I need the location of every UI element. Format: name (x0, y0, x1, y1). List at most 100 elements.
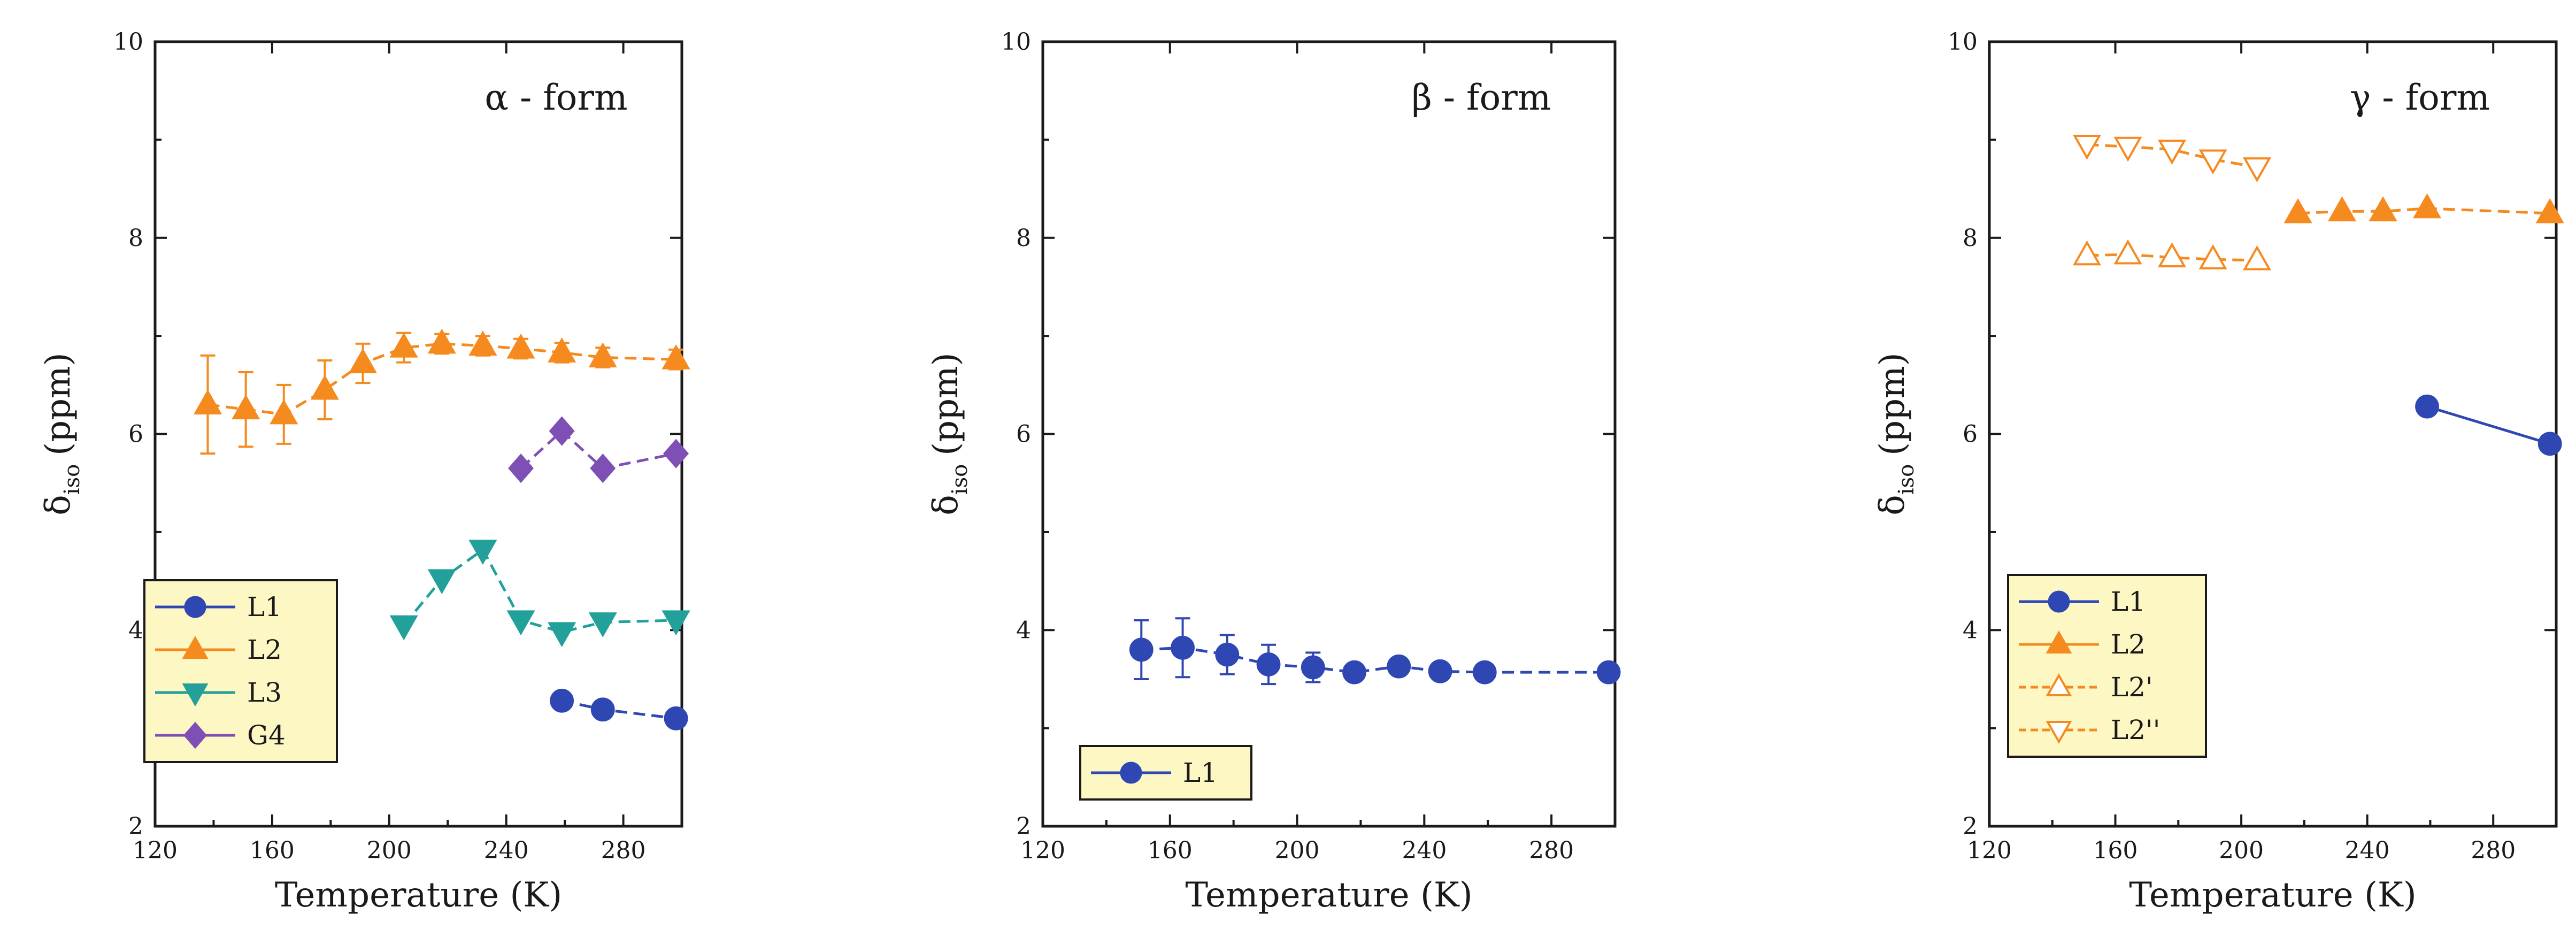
series-L2 (193, 328, 690, 455)
y-tick-label: 10 (113, 28, 143, 56)
data-point (1215, 642, 1240, 667)
legend-label: L2 (2111, 629, 2146, 660)
data-point (1301, 655, 1325, 680)
y-axis-subscript: iso (60, 464, 84, 495)
data-point (2369, 196, 2397, 221)
x-tick-label: 240 (1402, 837, 1447, 864)
data-point (588, 612, 617, 637)
series-line (2298, 207, 2550, 215)
x-tick-label: 200 (2219, 837, 2264, 864)
series-line (562, 699, 676, 720)
data-point (348, 348, 378, 373)
data-point (427, 328, 456, 354)
x-tick-label: 120 (1020, 837, 1065, 864)
legend-label: L1 (2111, 586, 2146, 617)
series-line (2087, 253, 2257, 262)
legend-label: L2' (2111, 672, 2153, 703)
data-point (1596, 660, 1621, 685)
data-point (2198, 149, 2227, 175)
data-point (2158, 242, 2187, 267)
data-point (1129, 637, 1154, 662)
data-point (2535, 198, 2564, 224)
series-L2' (2073, 239, 2272, 271)
data-point (590, 453, 616, 483)
panel-title: α - form (485, 77, 627, 118)
series-line (2087, 143, 2257, 169)
data-point (550, 688, 574, 713)
y-tick-label: 10 (1948, 28, 1978, 56)
data-point (310, 374, 339, 400)
data-point (2113, 239, 2142, 265)
y-tick-label: 4 (1963, 617, 1978, 644)
y-axis-unit: (ppm) (1873, 352, 1912, 456)
x-tick-label: 160 (2093, 837, 2138, 864)
y-axis-symbol: δ (926, 495, 966, 516)
x-tick-label: 280 (2471, 837, 2516, 864)
y-axis-symbol: δ (39, 495, 78, 516)
y-tick-label: 6 (128, 421, 143, 448)
data-point (389, 615, 418, 641)
x-tick-label: 280 (601, 837, 646, 864)
data-point (506, 610, 535, 636)
legend-marker (182, 683, 209, 707)
series-L3 (389, 540, 690, 648)
y-tick-label: 4 (128, 617, 143, 644)
legend-box (143, 579, 338, 763)
data-point (2198, 244, 2227, 270)
y-tick-label: 10 (1001, 28, 1031, 56)
data-point (548, 622, 576, 648)
x-axis-label: Temperature (K) (1185, 875, 1472, 915)
legend-marker (2046, 630, 2072, 653)
series-L1 (2415, 394, 2562, 456)
y-axis-label: δiso (ppm) (926, 352, 972, 516)
series-L2'' (2073, 135, 2272, 182)
data-point (2537, 432, 2562, 456)
x-axis-label: Temperature (K) (275, 875, 562, 915)
y-tick-label: 2 (1963, 813, 1978, 840)
data-point (662, 344, 690, 370)
legend-marker (182, 635, 209, 659)
y-tick-label: 8 (128, 225, 143, 252)
data-point (1342, 660, 1366, 685)
x-tick-label: 240 (2345, 837, 2390, 864)
panel-1: 120 160 200 240 280 2 4 6 8 10 Temperature (K) δiso… (39, 28, 690, 915)
x-tick-label: 120 (133, 837, 178, 864)
x-tick-label: 160 (250, 837, 295, 864)
y-tick-label: 8 (1016, 225, 1031, 252)
y-tick-label: 6 (1963, 421, 1978, 448)
legend: L1 L2 L3 G4 (143, 579, 338, 763)
y-tick-label: 2 (128, 813, 143, 840)
x-tick-label: 200 (367, 837, 412, 864)
legend-marker (1120, 762, 1142, 784)
data-point (2415, 394, 2439, 419)
data-point (270, 399, 298, 425)
data-point (389, 332, 418, 358)
x-tick-label: 160 (1148, 837, 1193, 864)
legend-label: L2 (247, 634, 282, 665)
data-point (506, 333, 535, 359)
series-L1 (550, 688, 688, 731)
data-point (1428, 659, 1452, 683)
data-point (2243, 245, 2272, 271)
data-point (232, 394, 260, 420)
data-point (2113, 136, 2142, 162)
legend-marker (183, 721, 207, 749)
data-point (2413, 193, 2442, 219)
legend-label: L1 (1183, 757, 1218, 788)
x-axis-label: Temperature (K) (2129, 875, 2416, 915)
data-point (662, 610, 690, 636)
data-point (549, 416, 575, 446)
panel-2: 120 160 200 240 280 2 4 6 8 10 Temperature (K) δiso… (926, 28, 1621, 915)
y-axis-subscript: iso (1894, 464, 1919, 495)
series-L1 (1129, 617, 1621, 686)
panel-title: γ - form (2350, 77, 2490, 118)
panel-3: 120 160 200 240 280 2 4 6 8 10 Temperature (K) δiso… (1873, 28, 2564, 915)
data-point (1256, 652, 1281, 676)
data-point (2328, 196, 2357, 221)
legend: L1 L2 L2' L2'' (2007, 574, 2207, 758)
y-axis-unit: (ppm) (926, 352, 966, 456)
data-point (1171, 635, 1195, 660)
x-tick-label: 240 (484, 837, 529, 864)
y-tick-label: 2 (1016, 813, 1031, 840)
